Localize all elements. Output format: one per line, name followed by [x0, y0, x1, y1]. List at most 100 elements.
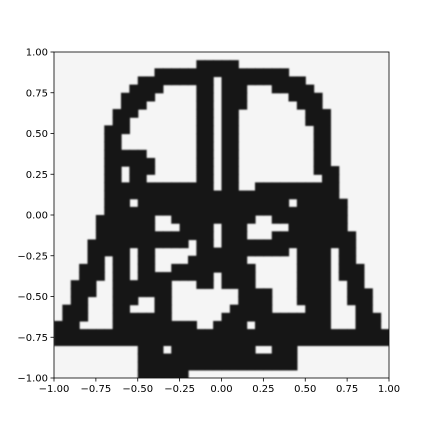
heatmap-cell	[146, 207, 155, 216]
heatmap-cell	[96, 223, 105, 232]
heatmap-cell	[155, 345, 164, 354]
heatmap-cell	[171, 264, 180, 273]
heatmap-cell	[104, 125, 113, 134]
heatmap-cell	[222, 182, 231, 191]
x-tick-label: −0.50	[122, 384, 153, 395]
heatmap-cell	[79, 297, 88, 306]
heatmap-cell	[62, 305, 71, 314]
heatmap-cell	[280, 362, 289, 371]
heatmap-cell	[79, 272, 88, 281]
heatmap-cell	[230, 231, 239, 240]
heatmap-cell	[180, 345, 189, 354]
heatmap-cell	[138, 362, 147, 371]
heatmap-cell	[213, 362, 222, 371]
heatmap-cell	[230, 68, 239, 77]
heatmap-cell	[146, 158, 155, 167]
heatmap-cell	[280, 231, 289, 240]
heatmap-cell	[146, 354, 155, 363]
heatmap-cell	[155, 354, 164, 363]
heatmap-cell	[247, 280, 256, 289]
heatmap-cell	[180, 362, 189, 371]
heatmap-cell	[54, 337, 63, 346]
heatmap-cell	[356, 280, 365, 289]
heatmap-cell	[196, 142, 205, 151]
heatmap-cell	[205, 76, 214, 85]
heatmap-cell	[62, 313, 71, 322]
heatmap-cell	[146, 256, 155, 265]
heatmap-cell	[222, 101, 231, 110]
heatmap-cell	[263, 354, 272, 363]
heatmap-cell	[88, 288, 97, 297]
heatmap-cell	[155, 297, 164, 306]
heatmap-cell	[289, 85, 298, 94]
heatmap-cell	[297, 256, 306, 265]
heatmap-cell	[356, 264, 365, 273]
heatmap-cell	[121, 150, 130, 159]
heatmap-cell	[113, 109, 122, 118]
heatmap-cell	[364, 313, 373, 322]
heatmap-cell	[289, 207, 298, 216]
heatmap-cell	[205, 362, 214, 371]
heatmap-cell	[121, 125, 130, 134]
heatmap-cell	[104, 166, 113, 175]
heatmap-cell	[171, 362, 180, 371]
heatmap-cell	[163, 337, 172, 346]
heatmap-cell	[372, 321, 381, 330]
heatmap-cell	[339, 272, 348, 281]
heatmap-cell	[138, 207, 147, 216]
heatmap-cell	[222, 207, 231, 216]
heatmap-cell	[272, 362, 281, 371]
heatmap-cell	[255, 305, 264, 314]
heatmap-cell	[180, 354, 189, 363]
heatmap-cell	[222, 231, 231, 240]
heatmap-cell	[205, 199, 214, 208]
heatmap-cell	[247, 337, 256, 346]
heatmap-cell	[196, 329, 205, 338]
heatmap-cell	[222, 337, 231, 346]
heatmap-cell	[196, 68, 205, 77]
heatmap-cell	[230, 248, 239, 257]
heatmap-cell	[314, 297, 323, 306]
heatmap-cell	[96, 231, 105, 240]
heatmap-cell	[222, 362, 231, 371]
heatmap-cell	[314, 215, 323, 224]
heatmap-cell	[196, 182, 205, 191]
heatmap-cell	[163, 297, 172, 306]
heatmap-cell	[222, 93, 231, 102]
heatmap-cell	[146, 362, 155, 371]
heatmap-cell	[129, 191, 138, 200]
heatmap-cell	[171, 329, 180, 338]
heatmap-cell	[121, 191, 130, 200]
heatmap-cell	[138, 215, 147, 224]
heatmap-cell	[305, 297, 314, 306]
heatmap-cell	[255, 199, 264, 208]
heatmap-cell	[238, 337, 247, 346]
heatmap-cell	[146, 93, 155, 102]
heatmap-cell	[113, 223, 122, 232]
heatmap-cell	[255, 313, 264, 322]
heatmap-cell	[289, 231, 298, 240]
heatmap-cell	[314, 182, 323, 191]
heatmap-cell	[113, 215, 122, 224]
heatmap-cell	[121, 248, 130, 257]
y-tick-label: 1.00	[26, 48, 48, 59]
heatmap-cell	[155, 362, 164, 371]
heatmap-cell	[314, 134, 323, 143]
heatmap-cell	[79, 313, 88, 322]
heatmap-cell	[356, 272, 365, 281]
heatmap-cell	[180, 337, 189, 346]
x-tick-label: 0.50	[294, 384, 316, 395]
heatmap-cell	[322, 297, 331, 306]
heatmap-cell	[104, 174, 113, 183]
heatmap-cell	[104, 182, 113, 191]
heatmap-cell	[213, 191, 222, 200]
heatmap-cell	[104, 248, 113, 257]
heatmap-cell	[121, 313, 130, 322]
heatmap-cell	[272, 329, 281, 338]
heatmap-cell	[121, 321, 130, 330]
heatmap-cell	[188, 199, 197, 208]
heatmap-cell	[129, 93, 138, 102]
heatmap-cell	[322, 142, 331, 151]
heatmap-cell	[222, 60, 231, 69]
heatmap-cell	[121, 182, 130, 191]
